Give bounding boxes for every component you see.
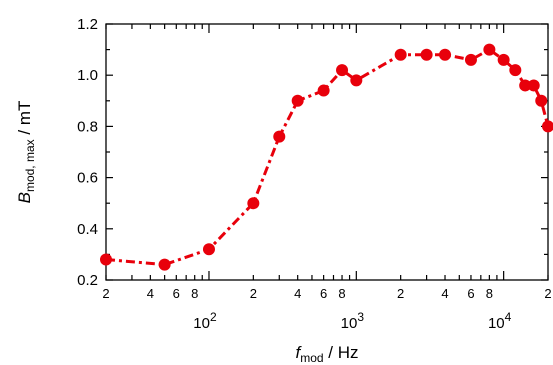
x-axis-title-main: f (295, 343, 302, 362)
data-point (350, 74, 363, 87)
y-axis-title-sub: mod, max (23, 139, 37, 192)
data-point (394, 48, 407, 61)
x-minor-tick-label: 4 (294, 286, 301, 301)
series-markers (100, 43, 553, 271)
y-axis-title-unit: / mT (15, 101, 34, 140)
x-major-tick-base: 10 (488, 315, 505, 332)
data-point (100, 253, 112, 266)
data-point (527, 79, 540, 92)
y-tick-label: 0.2 (77, 272, 98, 289)
x-minor-tick-label: 4 (147, 286, 154, 301)
x-minor-tick-label: 2 (397, 286, 404, 301)
x-major-tick-label: 102 (193, 310, 217, 332)
x-minor-tick-label: 8 (338, 286, 345, 301)
x-minor-tick-label: 8 (486, 286, 493, 301)
data-point (247, 197, 260, 210)
y-tick-label: 1.2 (77, 16, 98, 33)
x-minor-tick-label: 6 (320, 286, 327, 301)
x-major-tick-label: 103 (341, 310, 365, 332)
data-point (464, 53, 477, 66)
x-major-tick-exponent: 2 (210, 310, 217, 324)
data-point (497, 53, 510, 66)
x-major-tick-base: 10 (341, 315, 358, 332)
x-minor-tick-label: 6 (467, 286, 474, 301)
x-axis-title: fmod / Hz (295, 343, 358, 365)
data-point (509, 64, 522, 77)
data-point (291, 94, 304, 107)
x-minor-tick-label: 2 (250, 286, 257, 301)
data-point (336, 64, 349, 77)
data-point (202, 243, 215, 256)
series-polyline (105, 48, 550, 267)
plot-frame (105, 23, 549, 281)
x-axis-title-unit: / Hz (324, 343, 359, 362)
x-major-tick-label: 104 (488, 310, 512, 332)
data-point (420, 48, 433, 61)
x-axis-title-sub: mod (300, 351, 323, 365)
data-point (439, 48, 452, 61)
x-minor-tick-label: 6 (173, 286, 180, 301)
data-point (158, 258, 171, 271)
y-axis-title-main: B (15, 192, 34, 203)
data-point (483, 43, 496, 56)
x-minor-tick-label: 4 (441, 286, 448, 301)
x-major-tick-exponent: 4 (505, 310, 512, 324)
data-point (519, 79, 532, 92)
data-point (317, 84, 330, 97)
y-tick-label: 1.0 (77, 67, 98, 84)
x-major-tick-exponent: 3 (357, 310, 364, 324)
y-axis-title: Bmod, max / mT (15, 101, 37, 204)
x-major-tick-base: 10 (193, 315, 210, 332)
data-point (542, 120, 553, 133)
series-line (105, 48, 550, 267)
x-minor-tick-label: 8 (191, 286, 198, 301)
x-minor-tick-label: 2 (102, 286, 109, 301)
data-point (535, 94, 548, 107)
y-tick-label: 0.6 (77, 170, 98, 187)
data-point (273, 130, 286, 143)
axis-ticks (105, 23, 549, 281)
x-minor-tick-label: 2 (544, 286, 551, 301)
y-tick-label: 0.4 (77, 221, 98, 238)
y-tick-label: 0.8 (77, 118, 98, 135)
